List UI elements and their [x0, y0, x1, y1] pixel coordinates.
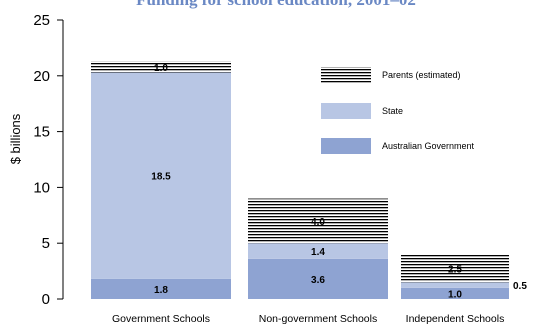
bar-segment	[401, 282, 509, 288]
legend: Parents (estimated) State Australian Gover…	[321, 67, 475, 154]
category-label: Non-government Schools	[259, 313, 377, 325]
category-label: Government Schools	[112, 313, 210, 325]
legend-label: Parents (estimated)	[382, 70, 461, 80]
bar-segment	[91, 72, 231, 279]
data-label: 1.0	[448, 289, 462, 300]
data-label: 2.5	[448, 264, 462, 275]
legend-swatch	[321, 138, 371, 154]
data-label: 18.5	[151, 172, 171, 183]
y-tick-label: 5	[42, 235, 50, 252]
legend-swatch	[321, 67, 371, 83]
category-label: Independent Schools	[406, 313, 505, 325]
axes: 0 5 10 15 20 25	[33, 12, 64, 308]
bar-segment	[248, 258, 388, 299]
data-label: 1.8	[154, 285, 168, 296]
y-tick-label: 25	[33, 12, 50, 29]
legend-label: State	[382, 106, 403, 116]
bar-segment	[248, 198, 388, 244]
y-tick-label: 15	[33, 124, 50, 141]
legend-swatch	[321, 103, 371, 119]
chart-title: Funding for school education, 2001–02	[136, 0, 416, 9]
y-tick-label: 10	[33, 179, 50, 196]
bar-segment	[401, 287, 509, 299]
bar-segment	[248, 243, 388, 259]
y-tick-label: 0	[42, 291, 50, 308]
legend-label: Australian Government	[382, 141, 475, 151]
data-label: 3.6	[311, 275, 325, 286]
bar-segment	[91, 61, 231, 73]
data-label: 1.0	[154, 63, 168, 74]
bar-segment	[91, 278, 231, 299]
data-label: 1.4	[311, 247, 325, 258]
bars: 1.8 18.5 1.0 Government Schools 3.6 1.4 4.0 Non…	[91, 61, 527, 325]
y-tick-label: 20	[33, 68, 50, 85]
bar-segment	[401, 254, 509, 283]
data-label: 4.0	[311, 217, 325, 228]
data-label: 0.5	[513, 281, 527, 292]
y-axis-label: $ billions	[8, 113, 23, 164]
